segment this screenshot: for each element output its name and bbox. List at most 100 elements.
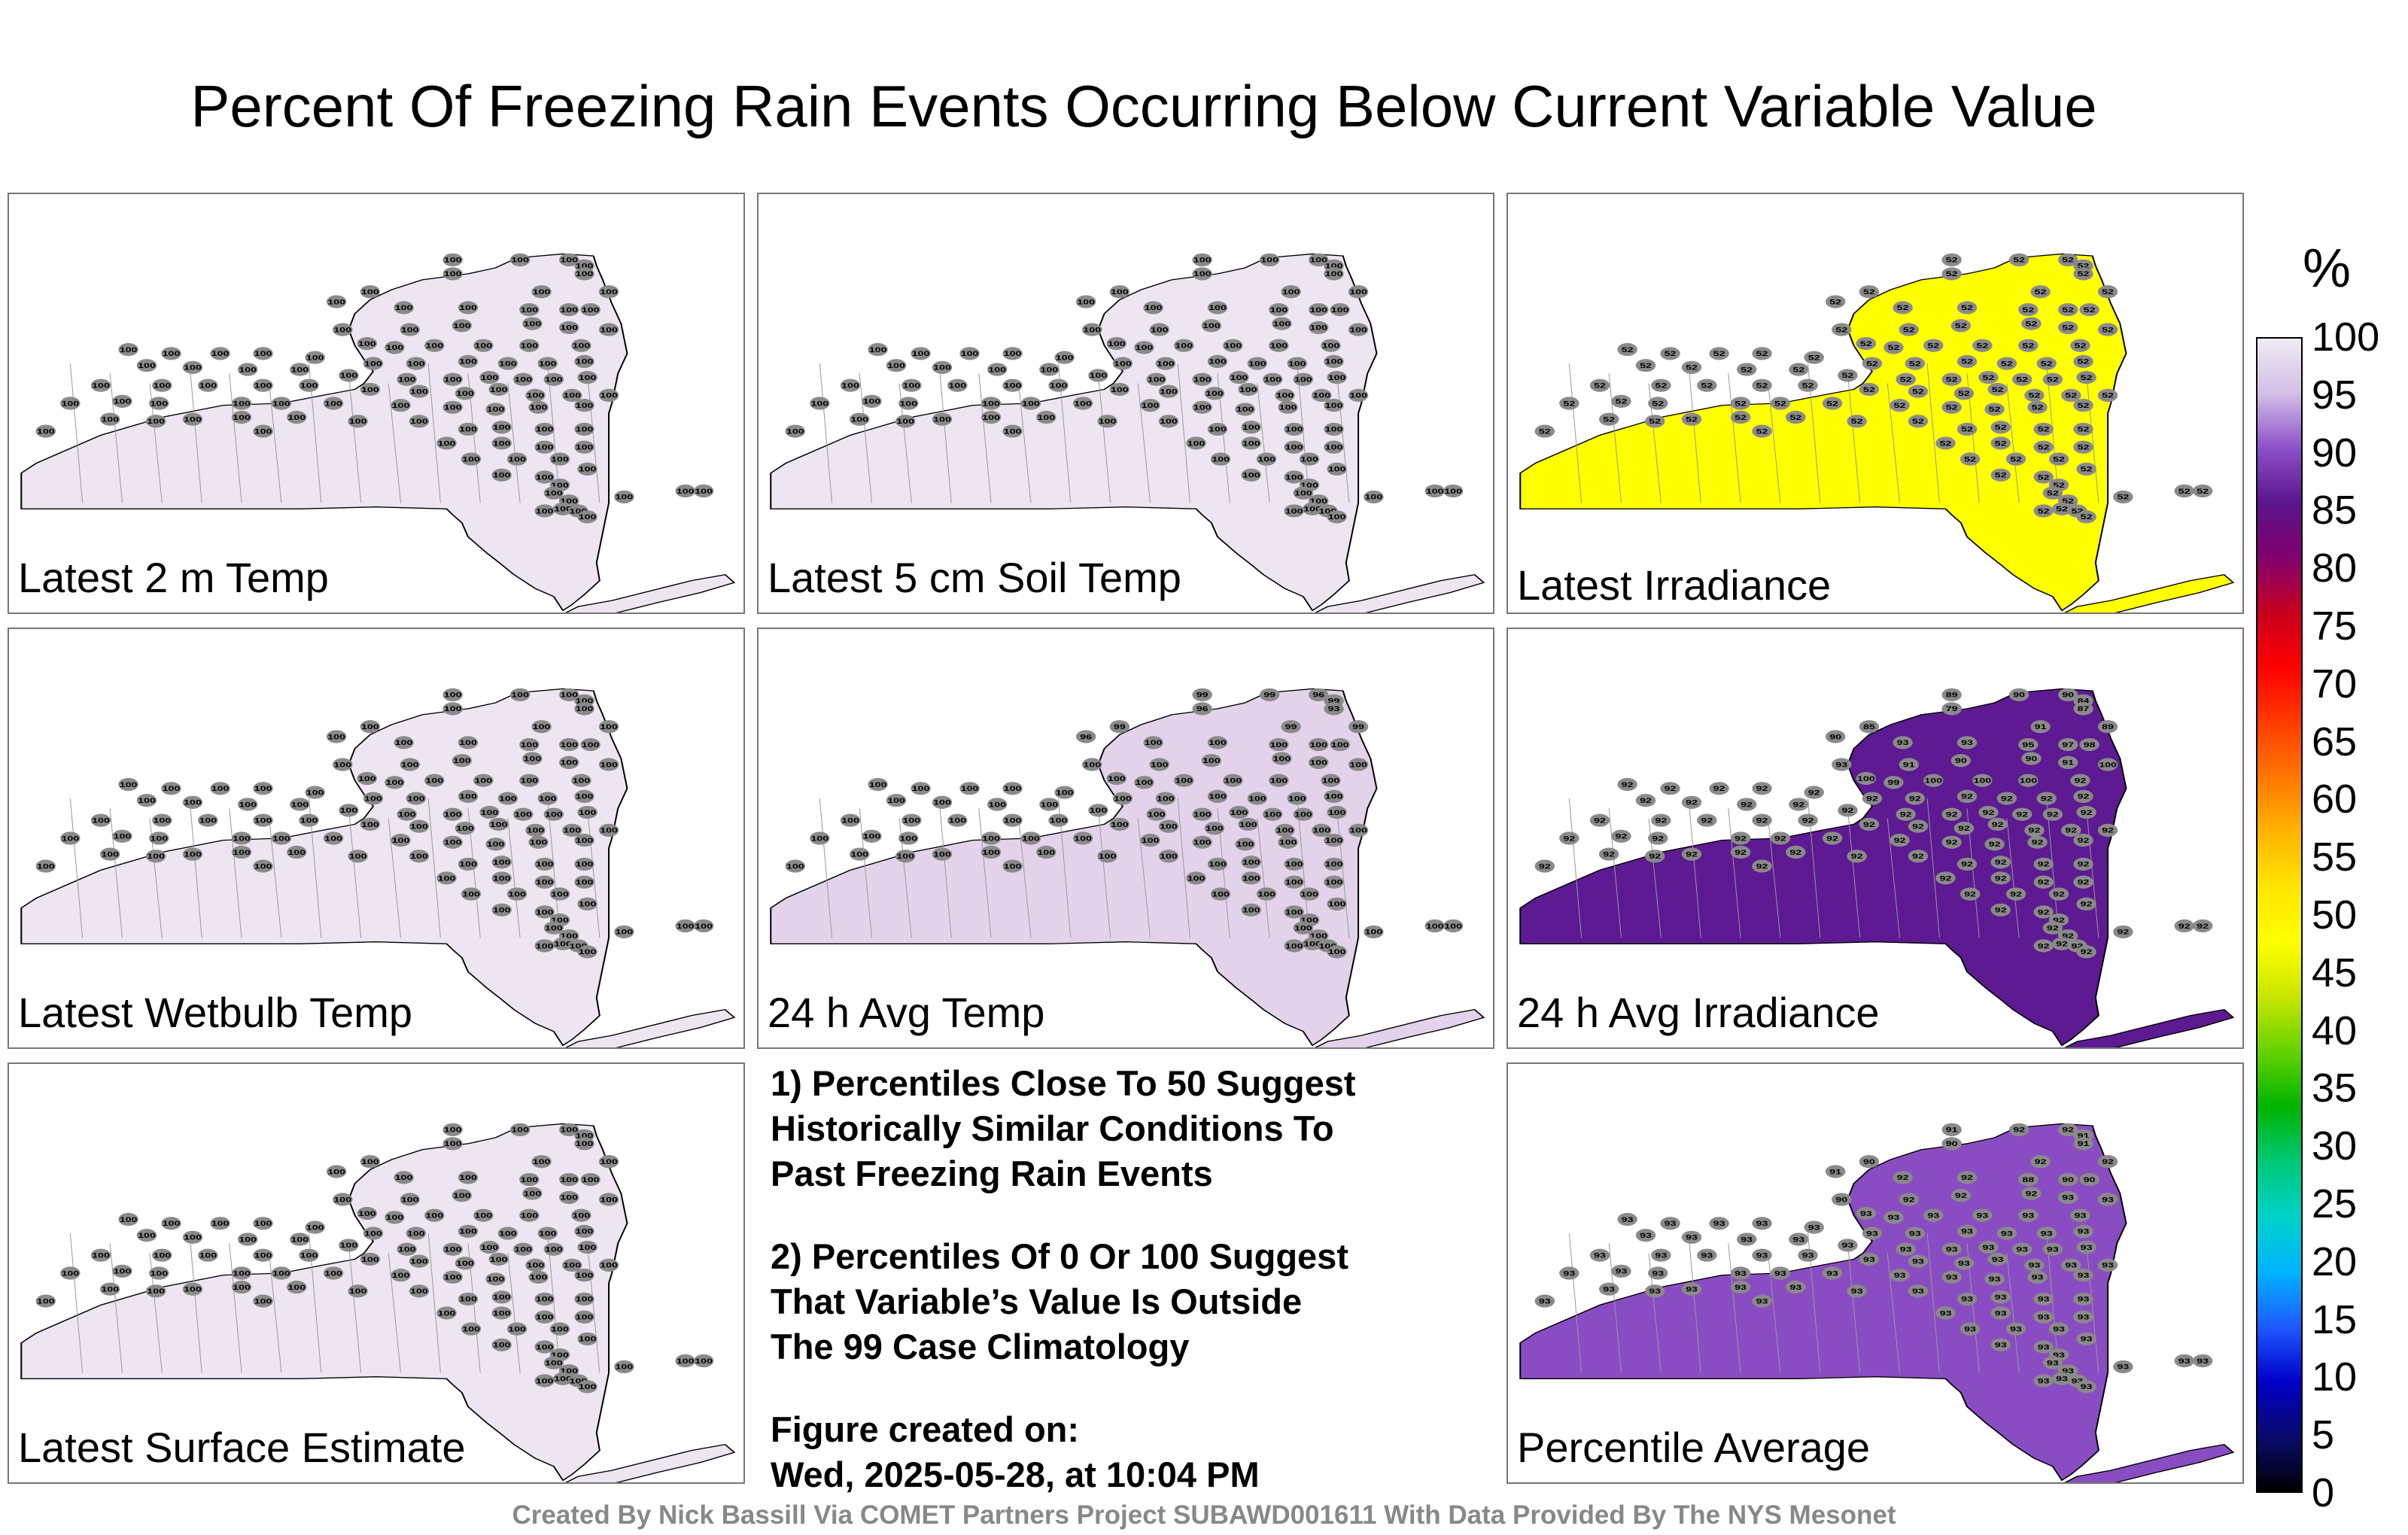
station-dot	[458, 1224, 479, 1239]
station-value: 100	[114, 397, 132, 406]
station-dot	[1752, 1294, 1772, 1308]
station-marker: 93	[2033, 1310, 2054, 1324]
station-value: 100	[551, 481, 569, 489]
station-value: 93	[1995, 1341, 2007, 1349]
station-value: 100	[841, 381, 859, 390]
station-value: 100	[199, 381, 217, 390]
station-value: 100	[1285, 860, 1303, 868]
station-dot	[451, 1189, 473, 1202]
station-dot	[1611, 1264, 1631, 1278]
station-value: 100	[324, 834, 342, 843]
station-dot	[1262, 807, 1283, 821]
station-marker: 93	[1770, 1266, 1791, 1280]
station-marker: 52	[1908, 415, 1929, 428]
map-panel-latest-2m-temp: 100 100 100 100 100 100 100 100 100 100 100 100 100 1…	[8, 193, 745, 614]
station-dot	[534, 440, 555, 454]
station-marker: 100	[898, 397, 919, 410]
station-dot	[136, 1229, 157, 1242]
station-dot	[2033, 422, 2054, 436]
station-dot	[287, 410, 307, 424]
station-value: 100	[576, 1227, 594, 1236]
station-marker: 100	[436, 1306, 457, 1320]
station-value: 100	[444, 375, 462, 384]
station-value: 100	[499, 1230, 517, 1238]
station-value: 100	[1083, 761, 1101, 769]
station-dot	[1832, 758, 1852, 771]
station-dot	[1736, 1233, 1757, 1246]
station-marker: 100	[458, 301, 479, 315]
station-dot	[675, 484, 695, 498]
station-dot	[525, 823, 546, 837]
station-value: 100	[239, 1236, 257, 1244]
station-dot	[537, 1226, 558, 1240]
station-dot	[1660, 782, 1680, 795]
station-value: 100	[1309, 305, 1327, 314]
station-dot	[182, 412, 203, 426]
station-marker: 52	[1984, 403, 2005, 416]
station-value: 100	[863, 832, 881, 840]
station-marker: 92	[2097, 823, 2118, 837]
station-marker: 100	[1284, 504, 1304, 518]
station-value: 100	[1349, 826, 1367, 834]
station-marker: 93	[1804, 1220, 1824, 1234]
county-border	[1177, 798, 1190, 938]
station-marker: 100	[1072, 397, 1093, 410]
county-border	[1097, 808, 1111, 938]
station-value: 100	[573, 342, 591, 350]
station-value: 93	[1866, 1230, 1878, 1238]
station-marker: 100	[479, 1240, 500, 1254]
station-dot	[512, 1242, 534, 1256]
station-marker: 100	[534, 440, 555, 454]
station-dot	[1950, 319, 1972, 333]
station-dot	[1223, 774, 1243, 787]
station-value: 93	[1946, 1245, 1958, 1254]
station-marker: 100	[60, 1266, 81, 1280]
station-marker: 92	[1822, 831, 1843, 845]
station-dot	[2073, 1137, 2093, 1150]
station-dot	[552, 502, 573, 515]
station-value: 93	[1894, 1271, 1906, 1279]
station-dot	[1935, 1306, 1956, 1320]
station-marker: 100	[1364, 925, 1384, 939]
county-border	[1688, 363, 1701, 503]
station-value: 100	[1303, 505, 1321, 513]
station-dot	[473, 1208, 494, 1222]
station-marker: 92	[1752, 813, 1772, 827]
station-marker: 100	[400, 758, 420, 771]
station-dot	[2057, 737, 2078, 752]
station-value: 100	[138, 362, 156, 370]
station-dot	[543, 1242, 564, 1256]
station-value: 92	[1789, 848, 1801, 856]
station-value: 52	[1701, 381, 1713, 390]
station-value: 93	[2081, 1335, 2093, 1343]
station-marker: 52	[2011, 372, 2033, 386]
station-value: 100	[948, 381, 966, 390]
station-marker: 52	[2073, 399, 2093, 412]
station-dot	[473, 774, 494, 787]
station-dot	[182, 1230, 203, 1244]
station-marker: 100	[543, 372, 564, 386]
station-value: 100	[545, 1245, 563, 1254]
station-marker: 52	[2033, 504, 2054, 518]
station-marker: 92	[1752, 859, 1772, 873]
station-value: 92	[2038, 860, 2050, 868]
station-value: 93	[1851, 1287, 1863, 1296]
station-value: 52	[2075, 342, 2087, 350]
station-dot	[981, 397, 1002, 410]
station-marker: 100	[1327, 462, 1347, 476]
station-dot	[862, 394, 882, 408]
station-dot	[1321, 774, 1341, 787]
station-value: 93	[2016, 1245, 2028, 1254]
station-marker: 100	[1134, 341, 1154, 354]
station-marker: 100	[253, 1294, 273, 1308]
station-dot	[2036, 357, 2057, 370]
station-value: 100	[1328, 948, 1346, 956]
station-value: 100	[1004, 862, 1022, 871]
station-marker: 100	[152, 1248, 172, 1262]
station-marker: 100	[519, 1208, 540, 1222]
station-marker: 100	[558, 1123, 579, 1136]
station-value: 100	[982, 413, 1000, 421]
station-dot	[840, 378, 861, 392]
station-value: 93	[2178, 1357, 2191, 1365]
station-dot	[1155, 357, 1176, 370]
